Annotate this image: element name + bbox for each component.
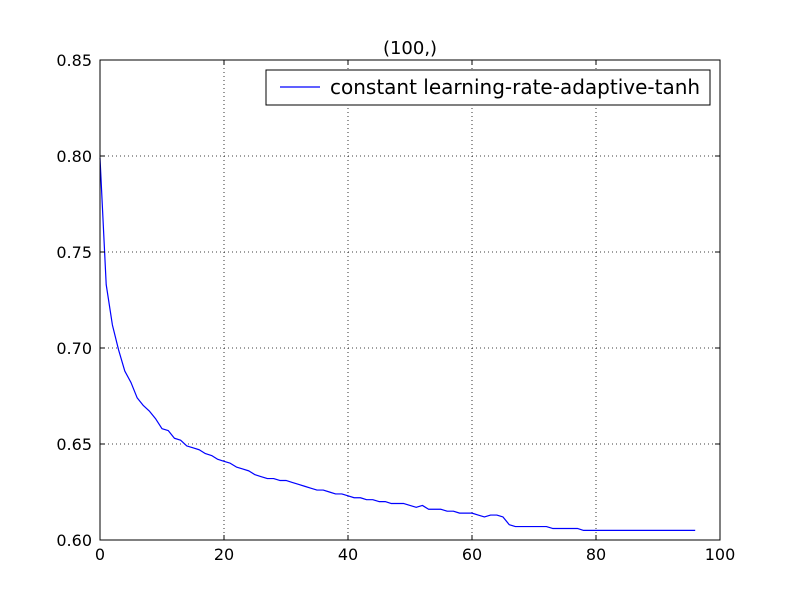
- x-tick-label: 0: [95, 545, 105, 564]
- legend-label: constant learning-rate-adaptive-tanh: [330, 75, 700, 99]
- series-layer: [99, 157, 696, 532]
- x-tick-label: 40: [338, 545, 358, 564]
- y-axis-tick-labels: 0.60 0.65 0.70 0.75 0.80 0.85: [56, 51, 92, 550]
- y-tick-label: 0.75: [56, 243, 92, 262]
- chart-title: (100,): [383, 38, 437, 59]
- y-tick-label: 0.65: [56, 435, 92, 454]
- y-tick-label: 0.85: [56, 51, 92, 70]
- x-tick-label: 20: [214, 545, 234, 564]
- x-tick-label: 100: [705, 545, 736, 564]
- legend: constant learning-rate-adaptive-tanh: [265, 69, 711, 106]
- plot-frame: [99, 59, 721, 541]
- x-tick-label: 80: [586, 545, 606, 564]
- series-line: [99, 157, 696, 532]
- x-axis-tick-labels: 0 20 40 60 80 100: [95, 545, 735, 564]
- y-tick-label: 0.70: [56, 339, 92, 358]
- x-tick-label: 60: [462, 545, 482, 564]
- y-tick-label: 0.60: [56, 531, 92, 550]
- plot-area-background: [100, 60, 720, 540]
- y-tick-label: 0.80: [56, 147, 92, 166]
- grid: [100, 60, 720, 540]
- legend-box: [265, 69, 711, 106]
- axis-ticks: [99, 59, 721, 541]
